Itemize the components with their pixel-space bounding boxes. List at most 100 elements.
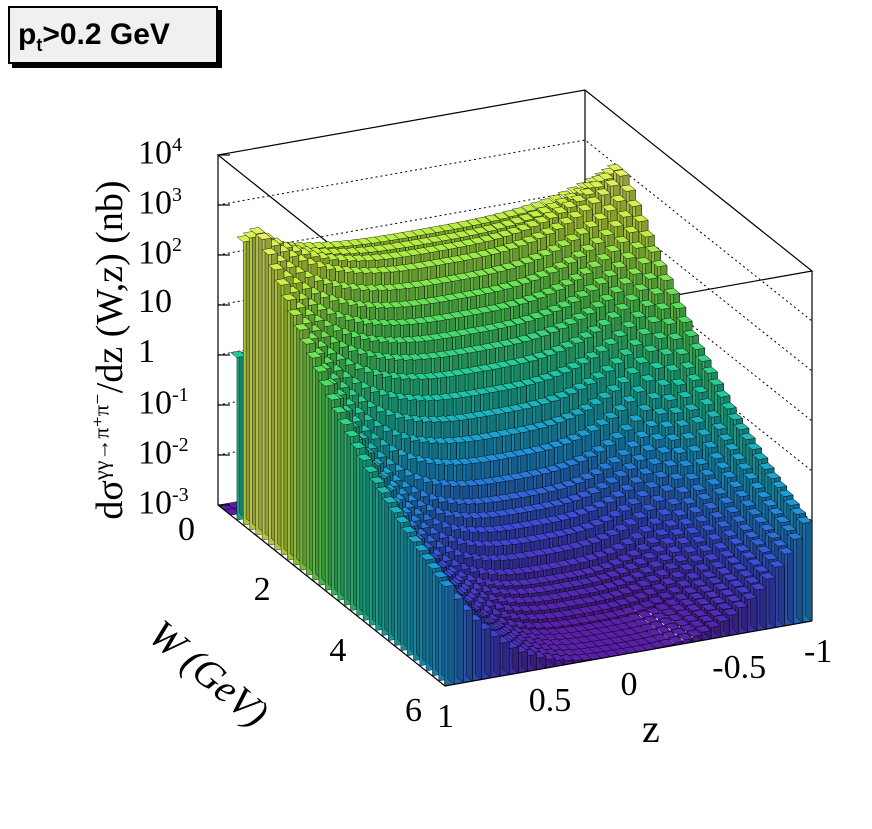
bin-top bbox=[515, 223, 532, 231]
bin-top bbox=[286, 308, 304, 316]
bin-top bbox=[274, 278, 291, 286]
grid-line bbox=[217, 239, 813, 422]
bin-top bbox=[575, 429, 592, 437]
bin-top bbox=[522, 294, 539, 302]
w-tick-label: 4 bbox=[329, 631, 347, 669]
bin-top bbox=[519, 378, 537, 386]
bin-top bbox=[520, 204, 538, 212]
bin-top bbox=[536, 249, 554, 257]
bin-top bbox=[621, 395, 638, 403]
bin-top bbox=[558, 217, 575, 225]
bin-top bbox=[531, 351, 549, 359]
bin-top bbox=[594, 482, 611, 490]
bin-top bbox=[617, 277, 634, 285]
bin-top bbox=[655, 446, 673, 454]
bin-top bbox=[667, 332, 684, 340]
bin-top bbox=[537, 308, 554, 316]
bin-top bbox=[599, 364, 616, 372]
bin-top bbox=[554, 513, 572, 521]
bin-top bbox=[562, 317, 579, 325]
bin-top bbox=[293, 323, 310, 331]
bin-top bbox=[555, 239, 572, 247]
bin-top bbox=[539, 227, 557, 235]
bin-top bbox=[588, 180, 605, 188]
bin-top bbox=[578, 472, 596, 480]
bin-top bbox=[625, 497, 642, 505]
bin-top bbox=[629, 241, 646, 249]
bin-top bbox=[632, 215, 649, 223]
bin-top bbox=[561, 201, 578, 209]
bin-top bbox=[599, 439, 617, 447]
bin-top bbox=[261, 248, 279, 256]
bin-top bbox=[673, 419, 691, 427]
bin-top bbox=[651, 332, 669, 340]
bin-top bbox=[493, 212, 510, 220]
w-tick-label: 0 bbox=[178, 511, 195, 548]
bin-top bbox=[685, 373, 703, 381]
bin-top bbox=[551, 206, 569, 214]
bin-top bbox=[644, 245, 662, 253]
z-tick-label: 0.5 bbox=[528, 681, 572, 719]
bin-top bbox=[564, 233, 581, 241]
bin-top bbox=[578, 403, 595, 411]
bin-top bbox=[481, 267, 499, 275]
bin-top bbox=[543, 266, 560, 274]
bin-top bbox=[571, 382, 589, 390]
bin-top bbox=[558, 278, 576, 286]
bin-top bbox=[622, 225, 640, 234]
bin-top bbox=[581, 450, 599, 458]
bin-top bbox=[488, 284, 505, 292]
bin-top bbox=[680, 432, 697, 440]
bin-top bbox=[559, 341, 576, 349]
bin-top bbox=[692, 386, 709, 394]
bin-top bbox=[627, 414, 644, 422]
bin-top bbox=[607, 220, 624, 228]
bin-top bbox=[299, 337, 316, 345]
bin-top bbox=[611, 329, 628, 338]
bin-top bbox=[688, 342, 706, 350]
bin-top bbox=[638, 230, 655, 238]
y-axis-label: dσγγ→π⁺π⁻/dz (W,z) (nb) bbox=[88, 180, 131, 520]
bin-top bbox=[661, 393, 678, 401]
bin-top bbox=[548, 499, 565, 507]
bin-top bbox=[569, 408, 586, 416]
bin-top bbox=[626, 267, 643, 275]
bin-top bbox=[555, 300, 573, 308]
bin-top bbox=[679, 361, 697, 369]
bin-side bbox=[484, 622, 492, 679]
bin-side bbox=[768, 572, 776, 628]
bin-top bbox=[542, 485, 559, 493]
bin-top bbox=[544, 394, 561, 402]
bin-top bbox=[532, 421, 549, 429]
bin-top bbox=[605, 311, 622, 319]
bin-top bbox=[557, 496, 574, 505]
bin-top bbox=[503, 300, 521, 308]
bin-top bbox=[670, 378, 687, 386]
bin-top bbox=[661, 459, 679, 467]
bin-top bbox=[638, 299, 656, 307]
bin-top bbox=[525, 332, 542, 340]
bin-top bbox=[543, 326, 561, 334]
bin-top bbox=[512, 239, 529, 247]
z-axis-label: z bbox=[642, 706, 660, 751]
bin-top bbox=[609, 490, 627, 498]
bin-top bbox=[603, 476, 620, 484]
bin-top bbox=[579, 188, 596, 196]
bin-top bbox=[626, 338, 644, 346]
bin-top bbox=[582, 220, 600, 228]
bin-top bbox=[343, 429, 361, 438]
bin-top bbox=[595, 253, 612, 261]
bin-top bbox=[590, 371, 607, 379]
bin-side bbox=[787, 547, 794, 625]
bin-top bbox=[591, 212, 609, 220]
bin-top bbox=[542, 211, 560, 219]
bin-top bbox=[587, 398, 604, 406]
bin-top bbox=[503, 242, 520, 250]
bin-top bbox=[574, 357, 592, 365]
bin-top bbox=[651, 260, 668, 268]
bin-top bbox=[531, 291, 548, 299]
bin-top bbox=[521, 235, 538, 243]
bin-top bbox=[528, 376, 546, 384]
bin-top bbox=[598, 293, 616, 301]
bin-top bbox=[604, 245, 622, 253]
